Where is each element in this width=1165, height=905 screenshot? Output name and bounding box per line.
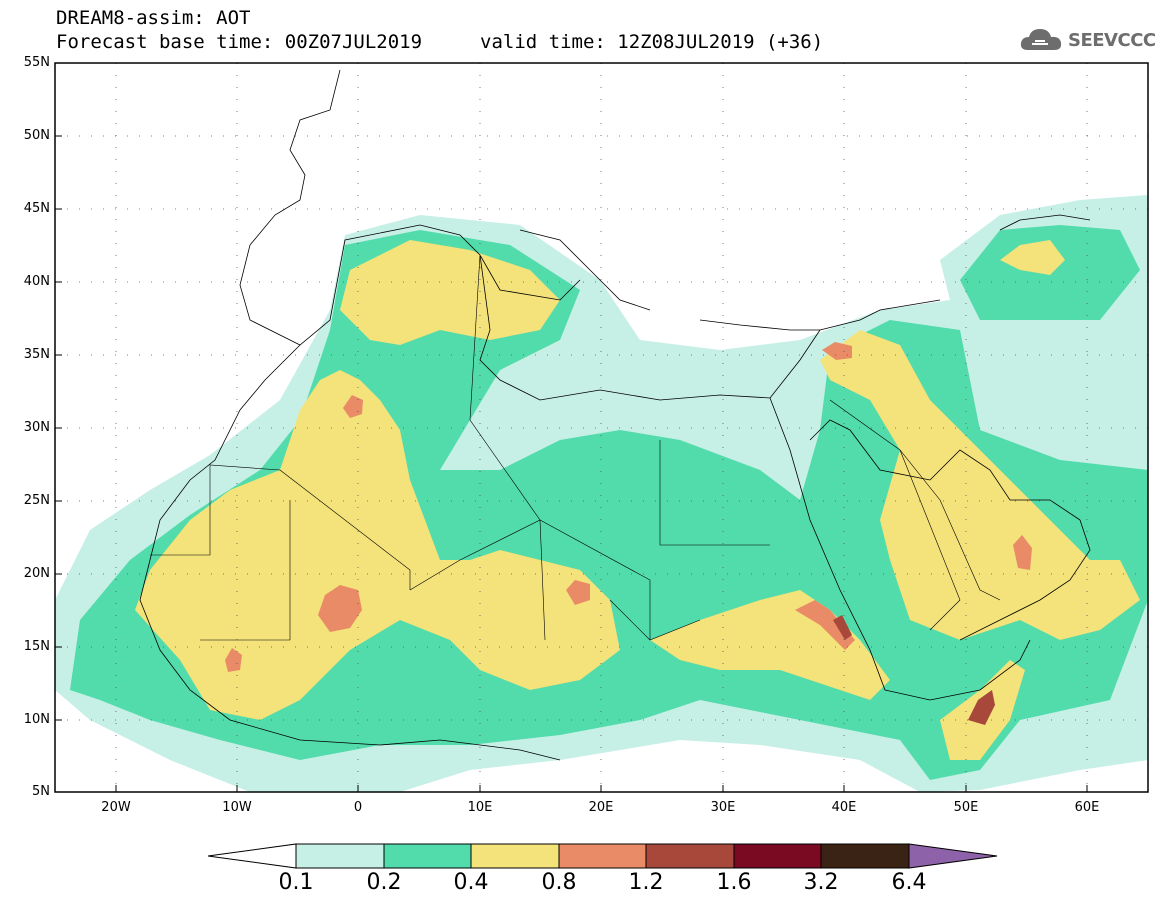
- lon-label: 20E: [588, 800, 614, 815]
- seevccc-logo: SEEVCCC: [1018, 24, 1158, 56]
- valid-time: valid time: 12Z08JUL2019 (+36): [480, 31, 824, 53]
- lat-label: 35N: [23, 347, 50, 362]
- lat-label: 40N: [23, 274, 50, 289]
- cloud-icon: [1020, 29, 1062, 50]
- aot-level-0.4-maghreb: [340, 240, 560, 345]
- lon-label: 40E: [831, 800, 857, 815]
- colorbar-under-arrow: [207, 843, 297, 869]
- lat-label: 25N: [23, 493, 50, 508]
- aot-level-0.8-chad: [566, 580, 590, 605]
- aot-level-0.8-eritrea: [795, 600, 855, 650]
- aot-level-1.2-somalia: [968, 690, 995, 725]
- forecast-base-time: Forecast base time: 00Z07JUL2019: [56, 31, 423, 53]
- aot-level-0.8-oman: [1013, 535, 1032, 570]
- aot-level-0.8-mauritania: [225, 648, 242, 672]
- aot-level-0.8-iraq: [822, 342, 852, 360]
- lat-label: 15N: [23, 639, 50, 654]
- aot-level-0.8-algeria: [343, 395, 363, 418]
- lon-label: 0: [353, 800, 363, 815]
- colorbar-bin-1: [295, 843, 385, 869]
- lat-label: 5N: [32, 784, 50, 799]
- lon-label: 30E: [710, 800, 736, 815]
- colorbar-label: 0.1: [278, 870, 314, 895]
- colorbar-bin-2: [383, 843, 472, 869]
- coastlines: [139, 69, 1091, 761]
- aot-level-0.4-caspian: [1000, 240, 1065, 275]
- colorbar-bin-7: [820, 843, 910, 869]
- country-borders: [150, 254, 1001, 641]
- colorbar: [207, 843, 998, 869]
- aot-level-0.4-arabia: [820, 330, 1140, 640]
- lon-label: 50E: [953, 800, 979, 815]
- colorbar-over-arrow: [908, 843, 998, 869]
- colorbar-bin-3: [470, 843, 560, 869]
- lat-label: 45N: [23, 201, 50, 216]
- colorbar-bin-6: [733, 843, 822, 869]
- aot-contours: [55, 63, 1148, 792]
- lat-label: 10N: [23, 712, 50, 727]
- colorbar-label: 0.8: [541, 870, 577, 895]
- lat-label: 50N: [23, 128, 50, 143]
- lat-label: 55N: [23, 55, 50, 70]
- colorbar-bin-5: [645, 843, 735, 869]
- colorbar-bin-4: [558, 843, 647, 869]
- lat-label: 30N: [23, 420, 50, 435]
- axis-ticks: [55, 62, 1088, 792]
- colorbar-label: 1.6: [716, 870, 752, 895]
- lon-label: 20W: [101, 800, 131, 815]
- colorbar-label: 0.4: [453, 870, 489, 895]
- lon-label: 60E: [1074, 800, 1100, 815]
- aot-level-1.2-eritrea: [833, 615, 852, 640]
- logo-text: SEEVCCC: [1068, 30, 1156, 51]
- colorbar-label: 6.4: [891, 870, 927, 895]
- colorbar-label: 3.2: [803, 870, 839, 895]
- colorbar-label: 0.2: [366, 870, 402, 895]
- colorbar-label: 1.2: [628, 870, 664, 895]
- lat-label: 20N: [23, 566, 50, 581]
- aot-level-0.8-mali: [318, 585, 362, 632]
- lon-label: 10E: [467, 800, 493, 815]
- lon-label: 10W: [222, 800, 252, 815]
- map-title: DREAM8-assim: AOT: [56, 7, 251, 29]
